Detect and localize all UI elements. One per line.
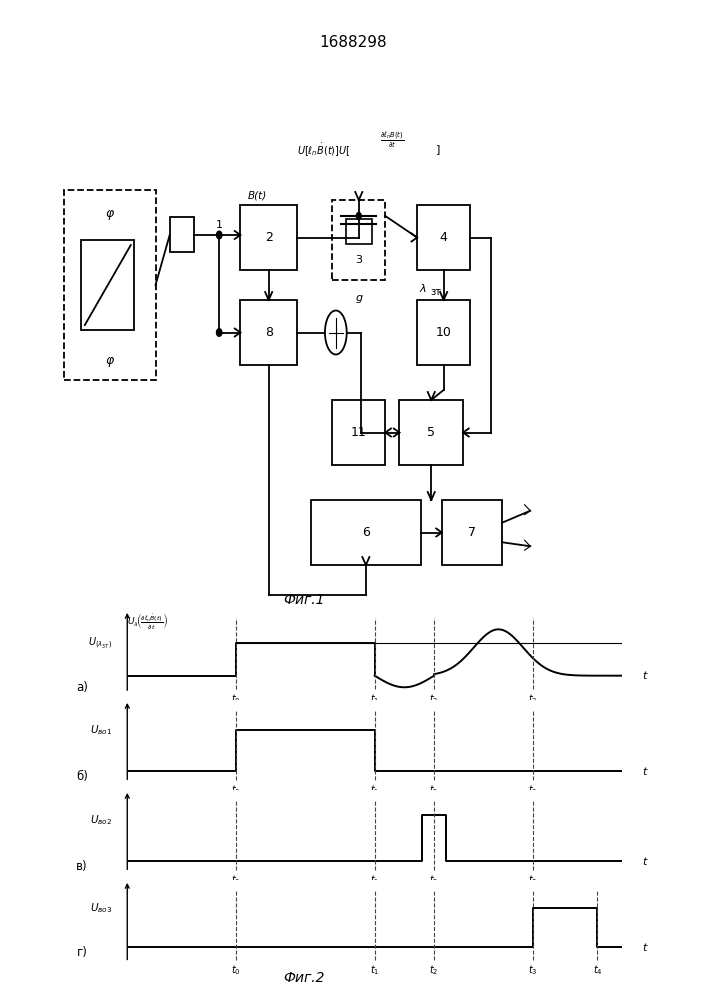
Text: $t_2$: $t_2$ (429, 873, 439, 887)
Text: 3: 3 (356, 255, 362, 265)
Text: $t_2$: $t_2$ (429, 692, 439, 706)
Text: $t_0$: $t_0$ (231, 783, 241, 797)
Text: t: t (642, 857, 647, 867)
Text: а): а) (76, 681, 88, 694)
Text: г): г) (77, 946, 88, 959)
Text: Фиг.1: Фиг.1 (284, 593, 325, 607)
Text: 4: 4 (440, 231, 448, 244)
Text: B(t): B(t) (247, 190, 267, 200)
Text: $U_{(\lambda_{3T})}$: $U_{(\lambda_{3T})}$ (88, 635, 112, 651)
Text: $U[\ell_n\dot{B}(t)]U[$: $U[\ell_n\dot{B}(t)]U[$ (297, 142, 351, 158)
Text: t: t (642, 943, 647, 953)
Text: 8: 8 (264, 326, 273, 339)
Text: в): в) (76, 860, 88, 873)
Text: б): б) (76, 770, 88, 783)
Text: $U_\lambda\!\left(\frac{\partial\ell_n\dot{B}(t)}{\partial t}\right)$: $U_\lambda\!\left(\frac{\partial\ell_n\d… (127, 611, 168, 631)
Text: $t_1$: $t_1$ (370, 692, 380, 706)
Text: 6: 6 (362, 526, 370, 539)
Text: t: t (642, 671, 647, 681)
Text: $t_2$: $t_2$ (429, 963, 439, 977)
Text: $t_0$: $t_0$ (231, 873, 241, 887)
Text: $t_0$: $t_0$ (231, 692, 241, 706)
Text: зт: зт (430, 287, 441, 297)
Text: $\varphi$: $\varphi$ (105, 355, 115, 369)
Text: $\lambda$: $\lambda$ (419, 282, 427, 294)
Text: $t_3$: $t_3$ (528, 783, 538, 797)
Text: $t_1$: $t_1$ (370, 873, 380, 887)
Text: g: g (355, 293, 363, 303)
Text: $]$: $]$ (435, 143, 440, 157)
Text: $t_1$: $t_1$ (370, 783, 380, 797)
Text: $t_3$: $t_3$ (528, 692, 538, 706)
Text: $t_3$: $t_3$ (528, 873, 538, 887)
Text: $\varphi$: $\varphi$ (105, 208, 115, 222)
Text: $t_1$: $t_1$ (370, 963, 380, 977)
Text: $t_0$: $t_0$ (231, 963, 241, 977)
Text: 1688298: 1688298 (320, 35, 387, 50)
Text: $U_{вo2}$: $U_{вo2}$ (90, 813, 112, 827)
Text: t: t (642, 767, 647, 777)
Text: $U_{вo1}$: $U_{вo1}$ (90, 723, 112, 737)
Text: 5: 5 (427, 426, 436, 439)
Text: $t_4$: $t_4$ (592, 963, 602, 977)
Text: 11: 11 (351, 426, 367, 439)
Text: 2: 2 (264, 231, 273, 244)
Text: 1: 1 (216, 220, 223, 230)
Text: $t_3$: $t_3$ (528, 963, 538, 977)
Text: 7: 7 (468, 526, 476, 539)
Text: Фиг.2: Фиг.2 (284, 971, 325, 985)
Text: $\frac{\partial\ell_n B(t)}{\partial t}$: $\frac{\partial\ell_n B(t)}{\partial t}$ (380, 130, 404, 150)
Text: $U_{вo3}$: $U_{вo3}$ (90, 901, 112, 915)
Text: $t_2$: $t_2$ (429, 783, 439, 797)
Text: 10: 10 (436, 326, 452, 339)
